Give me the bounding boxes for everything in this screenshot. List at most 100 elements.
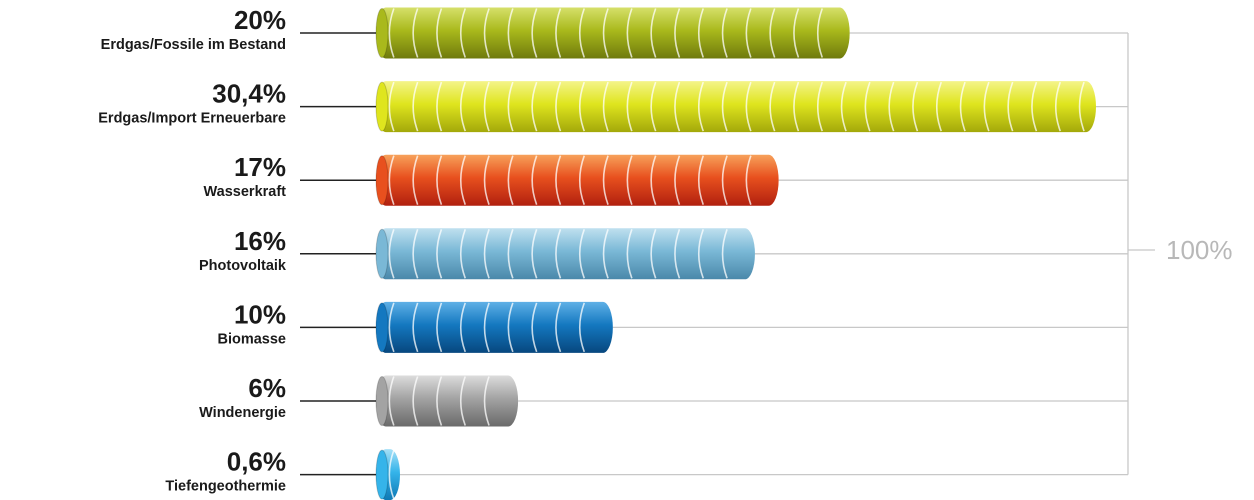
bar-segment-rib xyxy=(388,8,395,58)
bar-segment-rib xyxy=(388,81,395,132)
bar-segment-rib xyxy=(388,376,395,426)
bar-windenergie xyxy=(375,375,519,427)
bar-segment-rib xyxy=(912,81,919,132)
bar-body xyxy=(376,375,519,427)
bar-segment-rib xyxy=(436,229,443,279)
category-label-wasserkraft: Wasserkraft xyxy=(204,184,287,200)
bar-segment-rib xyxy=(888,81,895,132)
bar-segment-rib xyxy=(840,81,847,132)
bar-segment-rib xyxy=(959,81,966,132)
bar-segment-rib xyxy=(555,8,562,58)
bar-segment-rib xyxy=(626,155,633,205)
value-label-erdgas-fossile-im-bestand: 20% xyxy=(234,5,286,35)
bar-segment-rib xyxy=(745,155,752,205)
bar-biomasse xyxy=(375,301,613,353)
bar-segment-rib xyxy=(483,376,490,426)
bar-segment-rib xyxy=(412,229,419,279)
bar-segment-rib xyxy=(626,81,633,132)
bar-segment-rib xyxy=(721,81,728,132)
bar-wasserkraft xyxy=(375,154,779,206)
bar-segment-rib xyxy=(459,8,467,58)
bar-segment-rib xyxy=(483,302,490,353)
bar-segment-rib xyxy=(983,81,990,132)
bar-segment-rib xyxy=(602,229,609,279)
bar-segment-rib xyxy=(697,155,705,205)
bar-segment-rib xyxy=(745,81,752,132)
bar-tiefengeothermie xyxy=(375,449,400,500)
bar-segment-rib xyxy=(412,302,419,353)
bar-body xyxy=(376,301,613,353)
bar-segment-rib xyxy=(578,302,586,353)
bar-end-cap xyxy=(375,302,389,353)
bar-segment-rib xyxy=(674,81,681,132)
bar-end-cap xyxy=(375,376,389,426)
bar-segment-rib xyxy=(531,229,538,279)
category-label-photovoltaik: Photovoltaik xyxy=(199,258,287,274)
bar-end-cap xyxy=(375,8,389,58)
value-label-windenergie: 6% xyxy=(248,373,286,403)
bar-segment-rib xyxy=(436,8,443,58)
bar-body xyxy=(376,7,850,59)
bar-end-cap xyxy=(375,449,389,500)
bar-segment-rib xyxy=(388,229,395,279)
bar-body xyxy=(376,81,1096,133)
bar-segment-rib xyxy=(602,8,609,58)
bar-segment-rib xyxy=(1054,81,1062,132)
bar-segment-rib xyxy=(459,229,467,279)
bar-segment-rib xyxy=(721,155,728,205)
bar-segment-rib xyxy=(626,8,633,58)
bar-segment-rib xyxy=(650,81,657,132)
category-label-tiefengeothermie: Tiefengeothermie xyxy=(165,479,286,495)
bar-segment-rib xyxy=(602,155,609,205)
bar-segment-rib xyxy=(578,229,586,279)
bar-segment-rib xyxy=(578,155,586,205)
bar-segment-rib xyxy=(674,229,681,279)
bar-segment-rib xyxy=(555,81,562,132)
bar-segment-rib xyxy=(721,8,728,58)
value-label-wasserkraft: 17% xyxy=(234,152,286,182)
bar-segment-rib xyxy=(555,229,562,279)
bar-segment-rib xyxy=(436,376,443,426)
bar-erdgas-fossile-im-bestand xyxy=(375,7,850,59)
bar-segment-rib xyxy=(483,155,490,205)
bar-segment-rib xyxy=(483,8,490,58)
value-label-biomasse: 10% xyxy=(234,299,286,329)
bar-segment-rib xyxy=(555,155,562,205)
bar-segment-rib xyxy=(459,155,467,205)
bar-segment-rib xyxy=(507,229,514,279)
bar-segment-rib xyxy=(602,81,609,132)
bar-segment-rib xyxy=(388,155,395,205)
bar-segment-rib xyxy=(745,8,752,58)
bar-segment-rib xyxy=(412,8,419,58)
bar-body xyxy=(376,154,779,206)
bar-segment-rib xyxy=(412,376,419,426)
bar-segment-rib xyxy=(436,81,443,132)
total-label: 100% xyxy=(1166,235,1233,265)
bars xyxy=(375,7,1096,500)
bar-segment-rib xyxy=(793,81,800,132)
bar-segment-rib xyxy=(816,81,824,132)
bar-segment-rib xyxy=(531,302,538,353)
bar-segment-rib xyxy=(578,81,586,132)
bar-segment-rib xyxy=(674,8,681,58)
bar-segment-rib xyxy=(650,8,657,58)
category-label-biomasse: Biomasse xyxy=(217,331,286,347)
bar-segment-rib xyxy=(483,81,490,132)
bar-segment-rib xyxy=(412,81,419,132)
category-label-erdgas-fossile-im-bestand: Erdgas/Fossile im Bestand xyxy=(101,37,286,53)
bar-segment-rib xyxy=(507,81,514,132)
bar-segment-rib xyxy=(507,302,514,353)
leader-lines xyxy=(300,32,382,476)
bar-segment-rib xyxy=(459,81,467,132)
bar-erdgas-import-erneuerbare xyxy=(375,81,1096,133)
bar-segment-rib xyxy=(459,302,467,353)
bar-segment-rib xyxy=(935,81,943,132)
bar-segment-rib xyxy=(483,229,490,279)
value-label-erdgas-import-erneuerbare: 30,4% xyxy=(212,79,286,109)
bar-segment-rib xyxy=(769,81,776,132)
bar-segment-rib xyxy=(697,229,705,279)
bar-segment-rib xyxy=(864,81,871,132)
category-label-erdgas-import-erneuerbare: Erdgas/Import Erneuerbare xyxy=(98,111,286,127)
category-label-windenergie: Windenergie xyxy=(199,405,286,421)
